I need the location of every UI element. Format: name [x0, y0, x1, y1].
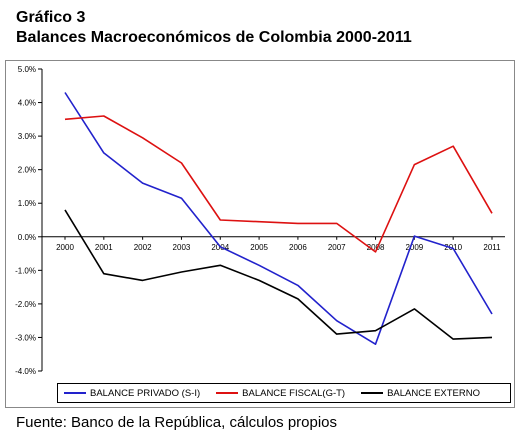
- x-tick-label: 2011: [483, 243, 501, 252]
- x-tick-label: 2009: [405, 243, 423, 252]
- line-chart: 5.0% 4.0% 3.0% 2.0% 1.0% 0.0% -1.0% -2.0% -3.0% -…: [15, 65, 505, 376]
- x-tick-label: 2006: [289, 243, 307, 252]
- x-tick-label: 2007: [328, 243, 346, 252]
- y-tick-label: 2.0%: [18, 166, 36, 175]
- title-block: Gráfico 3 Balances Macroeconómicos de Co…: [16, 8, 412, 48]
- x-tick-label: 2000: [56, 243, 74, 252]
- chart-frame: [5, 60, 515, 408]
- x-tick-label: 2003: [173, 243, 191, 252]
- legend-label-privado: BALANCE PRIVADO (S-I): [90, 387, 201, 399]
- y-tick-label: -1.0%: [15, 266, 36, 275]
- y-tick-label: -2.0%: [15, 300, 36, 309]
- y-tick-label: 5.0%: [18, 65, 36, 74]
- chart-subtitle: Balances Macroeconómicos de Colombia 200…: [16, 29, 412, 46]
- legend-swatch-externo: [361, 392, 384, 394]
- x-tick-label: 2008: [367, 243, 385, 252]
- series-line-1: [64, 115, 493, 253]
- legend-label-externo: BALANCE EXTERNO: [387, 387, 481, 399]
- x-tick-label: 2010: [444, 243, 462, 252]
- series-line-2: [64, 209, 493, 340]
- x-tick-label: 2002: [134, 243, 152, 252]
- x-tick-label: 2001: [95, 243, 113, 252]
- source-note: Fuente: Banco de la República, cálculos …: [16, 414, 338, 431]
- series-line-0: [64, 92, 493, 346]
- chart-title: Gráfico 3: [16, 9, 86, 26]
- x-tick-label: 2005: [250, 243, 268, 252]
- y-tick-label: 0.0%: [18, 233, 36, 242]
- legend-swatch-privado: [64, 392, 86, 394]
- legend-item-privado: BALANCE PRIVADO (S-I): [64, 388, 200, 399]
- y-tick-label: 1.0%: [18, 199, 36, 208]
- chart-legend: BALANCE PRIVADO (S-I) BALANCE FISCAL(G-T…: [57, 383, 511, 403]
- legend-swatch-fiscal: [216, 392, 239, 394]
- y-tick-label: 3.0%: [18, 132, 36, 141]
- legend-item-fiscal: BALANCE FISCAL(G-T): [216, 388, 345, 399]
- legend-label-fiscal: BALANCE FISCAL(G-T): [242, 387, 346, 399]
- y-tick-label: -4.0%: [15, 367, 36, 376]
- y-tick-label: 4.0%: [18, 99, 36, 108]
- legend-item-externo: BALANCE EXTERNO: [361, 388, 480, 399]
- y-tick-label: -3.0%: [15, 333, 36, 342]
